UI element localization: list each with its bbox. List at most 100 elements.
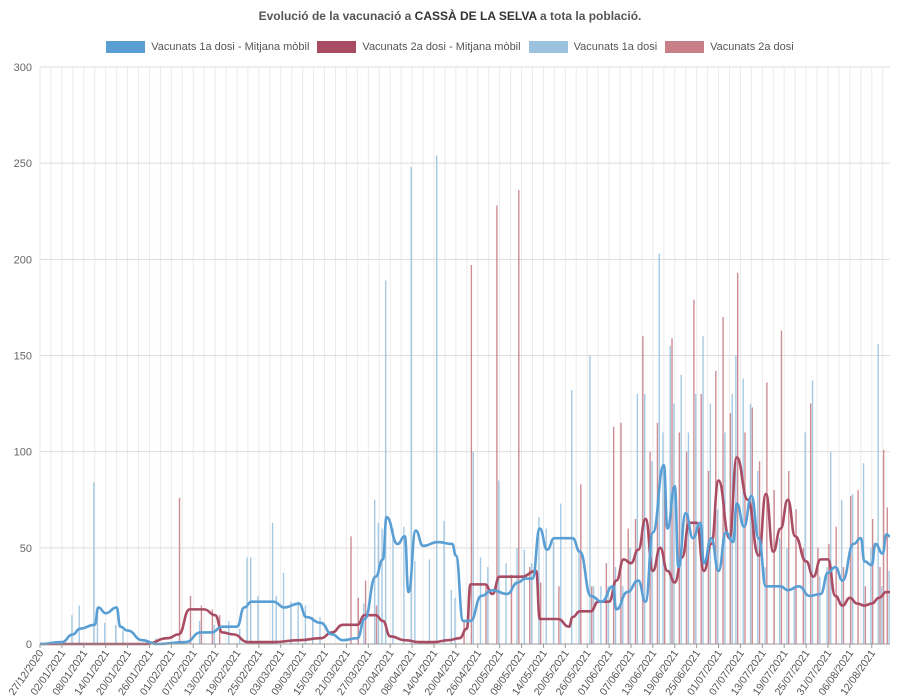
bar-dose2 [200, 605, 203, 644]
bar-dose1 [275, 595, 277, 644]
bar-dose1 [104, 622, 106, 644]
y-tick-label: 300 [14, 62, 32, 74]
bar-dose1 [735, 355, 737, 644]
bar-dose1 [757, 470, 759, 644]
bar-dose2 [788, 470, 790, 644]
bar-dose2 [766, 382, 768, 644]
legend-swatch [665, 41, 705, 53]
bar-dose1 [271, 522, 274, 644]
bar-dose2 [350, 536, 352, 644]
y-tick-label: 50 [20, 543, 32, 555]
chart-title-prefix: Evolució de la vacunació a [258, 9, 415, 23]
bar-dose2 [510, 574, 513, 644]
bar-dose1 [312, 617, 314, 644]
bar-dose2 [518, 190, 520, 645]
bar-dose2 [795, 509, 797, 644]
y-tick-label: 200 [14, 254, 32, 266]
bar-dose1 [589, 355, 591, 644]
bar-dose2 [605, 563, 608, 644]
bar-dose1 [304, 605, 307, 644]
bar-dose2 [580, 484, 582, 644]
bar-dose1 [384, 280, 387, 644]
bar-dose2 [802, 547, 805, 644]
bar-dose1 [443, 520, 445, 644]
bar-dose2 [656, 422, 659, 644]
bar-dose2 [375, 605, 378, 644]
legend-item-dose1-daily[interactable]: Vacunats 1a dosi [528, 41, 657, 53]
bar-dose1 [115, 624, 117, 644]
bar-dose1 [410, 167, 412, 644]
legend-item-dose1-moving-average[interactable]: Vacunats 1a dosi - Mitjana mòbil [106, 41, 309, 53]
bar-dose1 [840, 499, 843, 644]
y-tick-label: 0 [26, 639, 32, 651]
chart-title-place: CASSÀ DE LA SELVA [414, 9, 537, 23]
bar-dose2 [871, 518, 874, 644]
bar-dose2 [780, 330, 783, 644]
bar-dose1 [319, 617, 321, 644]
bar-dose2 [529, 567, 531, 644]
bar-dose2 [364, 580, 367, 644]
bar-dose1 [742, 378, 744, 644]
bar-dose1 [96, 611, 99, 644]
bar-dose1 [629, 547, 631, 644]
bar-dose1 [724, 432, 726, 644]
y-tick-label: 100 [14, 447, 32, 459]
bar-dose2 [211, 609, 214, 644]
bar-dose2 [722, 317, 724, 644]
bar-dose1 [290, 601, 292, 644]
legend-swatch [317, 41, 357, 53]
bar-dose1 [811, 380, 814, 644]
bar-dose1 [436, 155, 438, 644]
bar-dose1 [793, 586, 795, 644]
bar-dose1 [450, 590, 453, 644]
bar-dose2 [700, 393, 702, 644]
bar-dose1 [622, 586, 624, 644]
bar-dose2 [773, 490, 775, 644]
bar-dose1 [472, 451, 474, 644]
legend-item-dose2-daily[interactable]: Vacunats 2a dosi [665, 41, 794, 53]
bar-dose1 [454, 597, 456, 644]
bar-dose1 [414, 561, 416, 644]
bar-dose1 [213, 624, 215, 644]
bar-dose1 [538, 517, 540, 644]
bar-dose1 [749, 403, 752, 644]
bar-dose2 [744, 432, 746, 644]
bar-dose2 [178, 497, 181, 644]
legend-swatch [106, 41, 146, 53]
bar-dose1 [669, 345, 671, 644]
chart-title-suffix: a tota la població. [536, 9, 642, 23]
bar-dose2 [612, 426, 615, 644]
legend-label: Vacunats 2a dosi - Mitjana mòbil [362, 41, 521, 53]
bars [71, 155, 890, 645]
bar-dose2 [496, 205, 498, 645]
bar-dose1 [381, 528, 383, 644]
bar-dose1 [673, 403, 675, 644]
legend-item-dose2-moving-average[interactable]: Vacunats 2a dosi - Mitjana mòbil [317, 41, 521, 53]
legend-swatch [528, 41, 568, 53]
bar-dose2 [591, 586, 593, 644]
chart-legend: Vacunats 1a dosi - Mitjana mòbil Vacunat… [0, 41, 900, 53]
chart-title: Evolució de la vacunació a CASSÀ DE LA S… [0, 9, 900, 23]
bar-dose1 [804, 432, 806, 644]
bar-dose1 [560, 503, 562, 644]
bar-dose1 [877, 343, 879, 644]
bar-dose1 [428, 559, 431, 644]
bar-dose1 [374, 499, 376, 644]
bar-dose2 [558, 586, 560, 644]
bar-dose1 [93, 482, 95, 644]
bar-dose1 [870, 547, 872, 644]
bar-dose1 [363, 603, 365, 644]
bar-dose1 [600, 586, 602, 644]
bar-dose1 [530, 563, 533, 644]
bar-dose1 [516, 547, 518, 644]
bar-dose1 [695, 393, 697, 644]
bar-dose1 [578, 551, 580, 644]
bar-dose1 [662, 432, 664, 644]
y-tick-label: 150 [14, 351, 32, 363]
bar-dose1 [607, 586, 609, 644]
bar-dose2 [879, 567, 881, 644]
bar-dose2 [693, 299, 695, 644]
bar-dose1 [702, 336, 704, 644]
bar-dose1 [71, 615, 73, 644]
